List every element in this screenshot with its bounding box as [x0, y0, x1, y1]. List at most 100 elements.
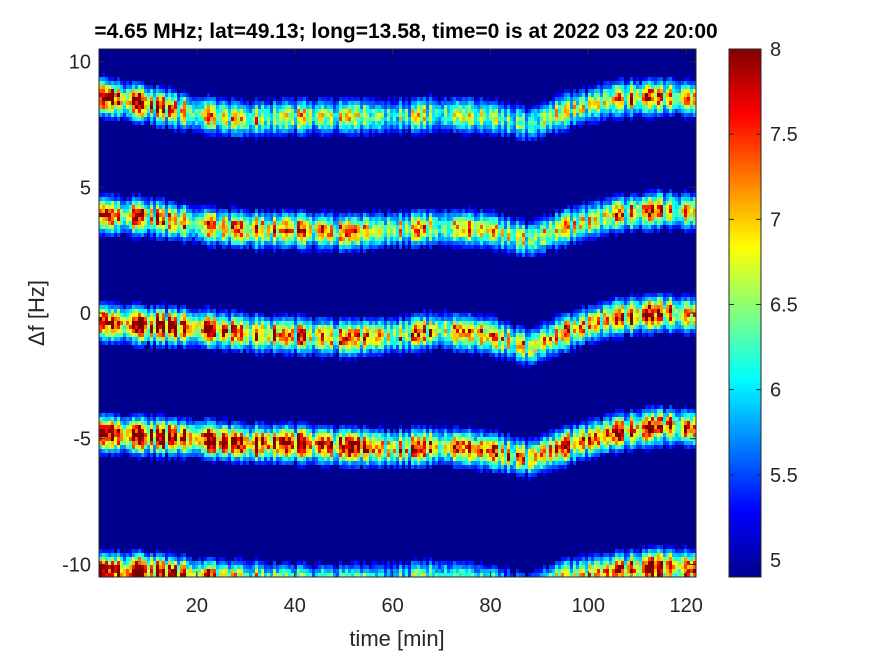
heatmap-cell	[243, 325, 246, 329]
heatmap-cell	[162, 121, 165, 125]
heatmap-cell	[234, 461, 237, 465]
heatmap-cell	[177, 561, 180, 565]
heatmap-cell	[225, 125, 228, 129]
heatmap-cell	[156, 89, 159, 93]
heatmap-cell	[219, 425, 222, 429]
heatmap-cell	[378, 121, 381, 125]
heatmap-cell	[288, 425, 291, 429]
heatmap-cell	[342, 117, 345, 121]
heatmap-cell	[282, 345, 285, 349]
heatmap-cell	[312, 341, 315, 345]
heatmap-cell	[246, 125, 249, 129]
heatmap-cell	[369, 461, 372, 465]
heatmap-cell	[237, 245, 240, 249]
heatmap-cell	[210, 101, 213, 105]
heatmap-cell	[228, 325, 231, 329]
heatmap-cell	[276, 129, 279, 133]
heatmap-cell	[195, 97, 198, 101]
heatmap-cell	[381, 317, 384, 321]
heatmap-cell	[402, 109, 405, 113]
heatmap-cell	[210, 317, 213, 321]
heatmap-cell	[384, 105, 387, 109]
heatmap-cell	[312, 429, 315, 433]
heatmap-cell	[342, 461, 345, 465]
heatmap-cell	[387, 121, 390, 125]
heatmap-cell	[111, 417, 114, 421]
heatmap-cell	[273, 433, 276, 437]
heatmap-cell	[258, 569, 261, 573]
heatmap-cell	[132, 105, 135, 109]
heatmap-cell	[318, 453, 321, 457]
heatmap-cell	[384, 225, 387, 229]
heatmap-cell	[408, 325, 411, 329]
heatmap-cell	[393, 333, 396, 337]
heatmap-cell	[144, 93, 147, 97]
heatmap-cell	[414, 101, 417, 105]
heatmap-cell	[234, 97, 237, 101]
heatmap-cell	[372, 329, 375, 333]
heatmap-cell	[315, 217, 318, 221]
heatmap-cell	[126, 85, 129, 89]
heatmap-cell	[318, 213, 321, 217]
heatmap-cell	[288, 437, 291, 441]
heatmap-cell	[273, 321, 276, 325]
heatmap-cell	[108, 313, 111, 317]
heatmap-cell	[396, 129, 399, 133]
heatmap-cell	[138, 201, 141, 205]
heatmap-cell	[327, 325, 330, 329]
heatmap-cell	[345, 573, 348, 577]
heatmap-cell	[105, 105, 108, 109]
heatmap-cell	[237, 233, 240, 237]
heatmap-cell	[387, 133, 390, 137]
heatmap-cell	[231, 453, 234, 457]
heatmap-cell	[213, 217, 216, 221]
heatmap-cell	[336, 217, 339, 221]
heatmap-cell	[180, 305, 183, 309]
heatmap-cell	[264, 445, 267, 449]
heatmap-cell	[255, 433, 258, 437]
heatmap-cell	[255, 449, 258, 453]
heatmap-cell	[153, 205, 156, 209]
heatmap-cell	[420, 105, 423, 109]
heatmap-cell	[330, 349, 333, 353]
heatmap-cell	[285, 209, 288, 213]
heatmap-cell	[111, 233, 114, 237]
heatmap-cell	[138, 333, 141, 337]
heatmap-cell	[285, 109, 288, 113]
heatmap-cell	[291, 569, 294, 573]
heatmap-cell	[393, 445, 396, 449]
heatmap-cell	[159, 201, 162, 205]
heatmap-cell	[231, 337, 234, 341]
heatmap-cell	[270, 129, 273, 133]
heatmap-cell	[171, 449, 174, 453]
heatmap-cell	[393, 241, 396, 245]
heatmap-cell	[378, 569, 381, 573]
heatmap-cell	[324, 453, 327, 457]
heatmap-cell	[327, 237, 330, 241]
heatmap-cell	[378, 233, 381, 237]
heatmap-cell	[429, 465, 432, 469]
heatmap-cell	[312, 121, 315, 125]
heatmap-cell	[225, 421, 228, 425]
heatmap-cell	[150, 121, 153, 125]
heatmap-cell	[108, 201, 111, 205]
heatmap-cell	[153, 449, 156, 453]
heatmap-cell	[129, 341, 132, 345]
heatmap-cell	[117, 201, 120, 205]
heatmap-cell	[414, 129, 417, 133]
heatmap-cell	[180, 561, 183, 565]
heatmap-cell	[171, 125, 174, 129]
heatmap-cell	[282, 561, 285, 565]
heatmap-cell	[213, 557, 216, 561]
heatmap-cell	[129, 309, 132, 313]
heatmap-cell	[258, 221, 261, 225]
heatmap-cell	[183, 325, 186, 329]
heatmap-cell	[231, 105, 234, 109]
heatmap-cell	[363, 461, 366, 465]
heatmap-cell	[420, 217, 423, 221]
heatmap-cell	[312, 229, 315, 233]
heatmap-cell	[108, 341, 111, 345]
heatmap-cell	[252, 129, 255, 133]
heatmap-cell	[429, 461, 432, 465]
heatmap-cell	[366, 317, 369, 321]
